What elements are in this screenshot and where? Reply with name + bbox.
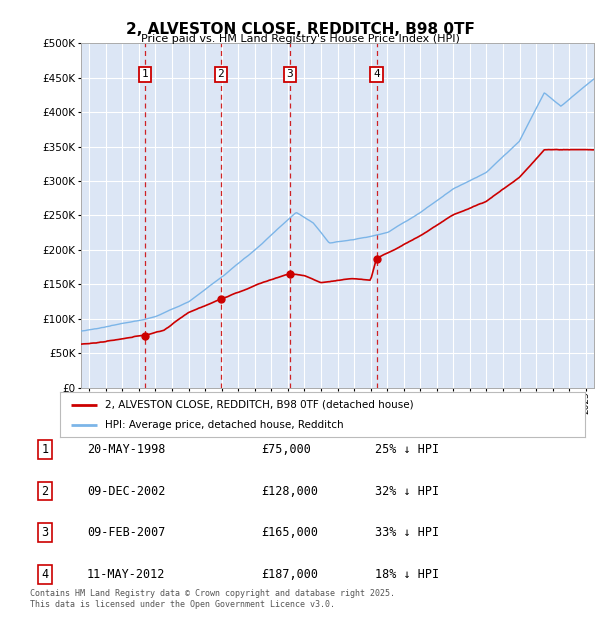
Text: 2: 2 xyxy=(41,485,49,497)
Text: 20-MAY-1998: 20-MAY-1998 xyxy=(87,443,166,456)
Text: 3: 3 xyxy=(286,69,293,79)
Text: £187,000: £187,000 xyxy=(261,568,318,580)
Text: £128,000: £128,000 xyxy=(261,485,318,497)
Text: 3: 3 xyxy=(41,526,49,539)
Text: 11-MAY-2012: 11-MAY-2012 xyxy=(87,568,166,580)
Text: 09-FEB-2007: 09-FEB-2007 xyxy=(87,526,166,539)
Text: 4: 4 xyxy=(373,69,380,79)
Text: HPI: Average price, detached house, Redditch: HPI: Average price, detached house, Redd… xyxy=(104,420,343,430)
Text: 33% ↓ HPI: 33% ↓ HPI xyxy=(375,526,439,539)
Text: 4: 4 xyxy=(41,568,49,580)
Text: 25% ↓ HPI: 25% ↓ HPI xyxy=(375,443,439,456)
Text: 09-DEC-2002: 09-DEC-2002 xyxy=(87,485,166,497)
Text: 1: 1 xyxy=(41,443,49,456)
Text: £165,000: £165,000 xyxy=(261,526,318,539)
Text: Contains HM Land Registry data © Crown copyright and database right 2025.
This d: Contains HM Land Registry data © Crown c… xyxy=(30,590,395,609)
Text: 32% ↓ HPI: 32% ↓ HPI xyxy=(375,485,439,497)
Text: Price paid vs. HM Land Registry's House Price Index (HPI): Price paid vs. HM Land Registry's House … xyxy=(140,34,460,44)
Text: £75,000: £75,000 xyxy=(261,443,311,456)
Text: 1: 1 xyxy=(142,69,149,79)
Text: 18% ↓ HPI: 18% ↓ HPI xyxy=(375,568,439,580)
Text: 2, ALVESTON CLOSE, REDDITCH, B98 0TF (detached house): 2, ALVESTON CLOSE, REDDITCH, B98 0TF (de… xyxy=(104,399,413,410)
Text: 2: 2 xyxy=(217,69,224,79)
Text: 2, ALVESTON CLOSE, REDDITCH, B98 0TF: 2, ALVESTON CLOSE, REDDITCH, B98 0TF xyxy=(125,22,475,37)
